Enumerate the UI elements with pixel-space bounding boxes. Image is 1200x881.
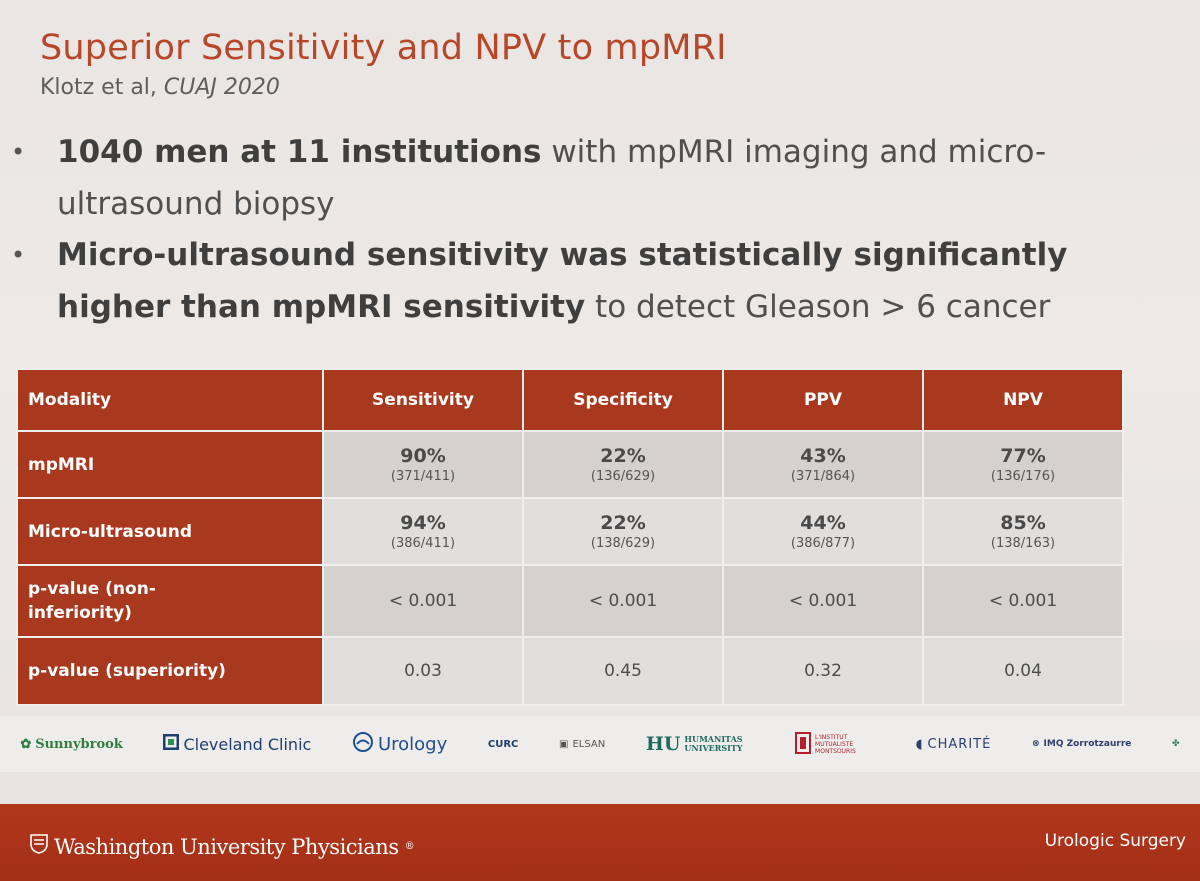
- table-row: p-value (superiority) 0.03 0.45 0.32 0.0…: [16, 636, 1124, 706]
- cell-fraction: (371/411): [390, 469, 456, 484]
- cell-fraction: (136/176): [990, 469, 1056, 484]
- table-cell: 0.03: [322, 636, 524, 706]
- table-cell: < 0.001: [922, 564, 1124, 638]
- table-cell: 77% (136/176): [922, 430, 1124, 499]
- table-cell: 22% (136/629): [522, 430, 724, 499]
- cell-fraction: (371/864): [790, 469, 856, 484]
- humanitas-logo: HU HUMANITAS UNIVERSITY: [646, 733, 755, 755]
- table-header-row: Modality Sensitivity Specificity PPV NPV: [16, 368, 1124, 432]
- table-row: mpMRI 90% (371/411) 22% (136/629) 43% (371/…: [16, 430, 1124, 499]
- slide-title: Superior Sensitivity and NPV to mpMRI: [40, 28, 727, 68]
- imq-icon: ⊗: [1031, 739, 1040, 749]
- institut-montsouris-logo: L'INSTITUT MUTUALISTE MONTSOURIS: [795, 731, 875, 757]
- cleveland-clinic-icon: [162, 733, 180, 754]
- column-header-npv: NPV: [922, 368, 1124, 432]
- row-label-p-value-noninferiority: p-value (non-inferiority): [16, 564, 324, 638]
- logo-mark: HU: [645, 733, 681, 755]
- table-cell: 44% (386/877): [722, 497, 924, 566]
- logo-text: ELSAN: [572, 738, 606, 750]
- cell-fraction: (138/629): [590, 536, 656, 551]
- logo-text: CURC: [487, 738, 519, 750]
- institution-logos: ✿ Sunnybrook Cleveland Clinic Urology CU…: [0, 716, 1200, 772]
- cell-fraction: (386/877): [790, 536, 856, 551]
- charite-logo: ◖ CHARITÉ: [916, 737, 992, 752]
- table-row: p-value (non-inferiority) < 0.001 < 0.00…: [16, 564, 1124, 638]
- cell-percent: 85%: [1000, 512, 1046, 534]
- charite-icon: ◖: [915, 736, 924, 752]
- logo-text: L'INSTITUT MUTUALISTE MONTSOURIS: [815, 733, 856, 755]
- bullet-text: to detect Gleason > 6 cancer: [585, 289, 1051, 325]
- row-label-micro-ultrasound: Micro-ultrasound: [16, 497, 324, 566]
- cell-percent: 22%: [600, 512, 646, 534]
- column-header-ppv: PPV: [722, 368, 924, 432]
- cell-percent: 77%: [1000, 445, 1046, 467]
- citation: Klotz et al, CUAJ 2020: [40, 75, 280, 100]
- bullet-bold-text: Micro-ultrasound sensitivity was statist…: [57, 237, 1068, 325]
- column-header-sensitivity: Sensitivity: [322, 368, 524, 432]
- table-cell: < 0.001: [722, 564, 924, 638]
- bullet-dot: •: [11, 241, 26, 269]
- table-row: Micro-ultrasound 94% (386/411) 22% (138/62…: [16, 497, 1124, 566]
- logo-text: IMQ Zorrotzaurre: [1043, 739, 1132, 749]
- urology-of-virginia-logo: Urology: [352, 731, 447, 758]
- bullet-item: • Micro-ultrasound sensitivity was stati…: [11, 229, 1167, 333]
- trademark-symbol: ®: [404, 841, 415, 852]
- bullet-item: • 1040 men at 11 institutions with mpMRI…: [11, 126, 1167, 230]
- cell-percent: 22%: [600, 445, 646, 467]
- logo-text: Urology: [377, 733, 448, 755]
- cell-percent: 43%: [800, 445, 846, 467]
- table-cell: 0.04: [922, 636, 1124, 706]
- elsan-icon: ▣: [559, 738, 569, 750]
- sunnybrook-icon: ✿: [20, 736, 32, 752]
- table-cell: 90% (371/411): [322, 430, 524, 499]
- footer-bar: Washington University Physicians ® Urolog…: [0, 804, 1200, 881]
- logo-text: HUMANITAS UNIVERSITY: [684, 734, 743, 753]
- footer-organization: Washington University Physicians ®: [30, 834, 415, 859]
- bullet-bold-text: 1040 men at 11 institutions: [57, 134, 542, 170]
- table-cell: 0.32: [722, 636, 924, 706]
- table-cell: 43% (371/864): [722, 430, 924, 499]
- cell-fraction: (138/163): [990, 536, 1056, 551]
- footer-department: Urologic Surgery: [1044, 831, 1186, 851]
- table-cell: < 0.001: [522, 564, 724, 638]
- table-cell: 22% (138/629): [522, 497, 724, 566]
- logo-text: CHARITÉ: [927, 736, 992, 752]
- urology-swirl-icon: [352, 731, 374, 758]
- table-cell: 0.45: [522, 636, 724, 706]
- bullet-text: with mpMRI imaging and micro-ultrasound …: [57, 134, 1047, 222]
- imq-logo: ⊗ IMQ Zorrotzaurre: [1032, 739, 1131, 749]
- row-label-p-value-superiority: p-value (superiority): [16, 636, 324, 706]
- cell-percent: 90%: [400, 445, 446, 467]
- table-cell: 94% (386/411): [322, 497, 524, 566]
- university-shield-icon: [30, 834, 48, 859]
- elsan-logo: ▣ ELSAN: [559, 739, 605, 750]
- citation-authors: Klotz et al,: [40, 75, 157, 100]
- institut-icon: [795, 731, 812, 757]
- lille-logo: ✤: [1172, 739, 1180, 749]
- logo-text: Cleveland Clinic: [183, 734, 312, 754]
- table-cell: 85% (138/163): [922, 497, 1124, 566]
- results-table: Modality Sensitivity Specificity PPV NPV…: [16, 368, 1124, 706]
- column-header-specificity: Specificity: [522, 368, 724, 432]
- table-cell: < 0.001: [322, 564, 524, 638]
- citation-journal: CUAJ 2020: [163, 75, 280, 100]
- sunnybrook-logo: ✿ Sunnybrook: [20, 737, 123, 752]
- lille-icon: ✤: [1172, 739, 1180, 749]
- curc-logo: CURC: [488, 739, 519, 750]
- cell-fraction: (136/629): [590, 469, 656, 484]
- footer-org-name: Washington University Physicians: [54, 834, 399, 859]
- row-label-text: p-value (non-inferiority): [28, 579, 156, 623]
- row-label-mpmri: mpMRI: [16, 430, 324, 499]
- cleveland-clinic-logo: Cleveland Clinic: [162, 733, 312, 754]
- cell-percent: 44%: [800, 512, 846, 534]
- column-header-modality: Modality: [16, 368, 324, 432]
- cell-percent: 94%: [400, 512, 446, 534]
- logo-text: Sunnybrook: [35, 736, 123, 752]
- cell-fraction: (386/411): [390, 536, 456, 551]
- bullet-dot: •: [11, 138, 26, 166]
